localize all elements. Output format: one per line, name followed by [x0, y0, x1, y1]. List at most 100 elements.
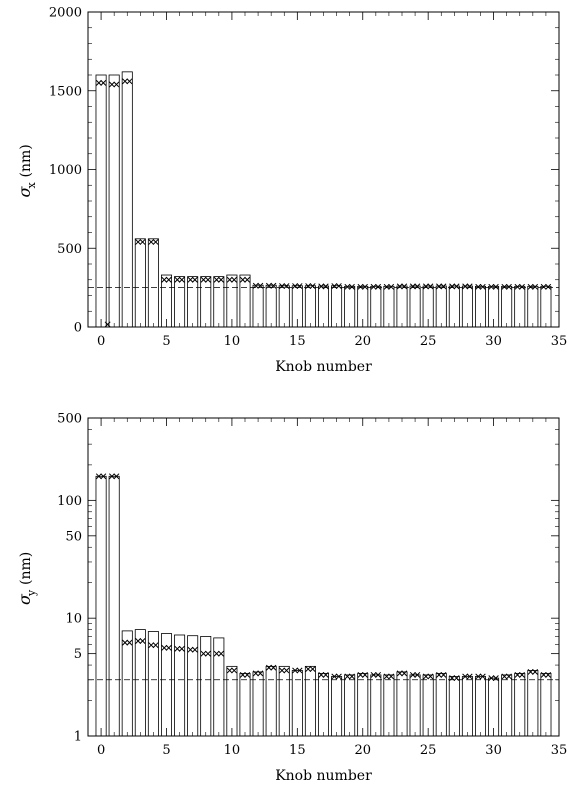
- data-marker: [178, 276, 185, 283]
- data-marker: [501, 283, 508, 290]
- bar: [134, 238, 146, 328]
- bar: [304, 665, 316, 737]
- sigma-x-ticks: 0 5 10 15 20 25 30 35 0 500 1000 1500 2000: [49, 6, 567, 350]
- data-marker: [165, 644, 172, 651]
- bar: [435, 672, 447, 737]
- data-marker: [335, 673, 342, 680]
- bar: [488, 677, 500, 737]
- x-tick-label: 0: [97, 334, 105, 349]
- data-marker: [475, 673, 482, 680]
- bar: [95, 475, 107, 737]
- data-marker: [205, 276, 211, 283]
- bar: [331, 285, 343, 328]
- y-tick-label: 5: [74, 647, 82, 662]
- data-marker: [466, 673, 473, 680]
- data-marker: [148, 642, 155, 649]
- data-marker: [213, 650, 220, 657]
- data-marker: [265, 664, 272, 671]
- x-tick-label: 20: [354, 334, 371, 349]
- data-marker: [357, 671, 364, 678]
- data-marker: [540, 671, 547, 678]
- data-marker: [383, 673, 390, 680]
- bar: [147, 238, 159, 328]
- data-marker: [305, 666, 312, 673]
- data-marker: [505, 283, 512, 290]
- data-marker: [231, 276, 238, 283]
- bar: [239, 672, 251, 737]
- sigma-y-bars: [95, 475, 552, 737]
- data-marker: [479, 673, 486, 680]
- bar: [370, 285, 382, 328]
- x-tick-label: 20: [354, 743, 371, 758]
- data-marker: [527, 668, 534, 675]
- bar: [239, 274, 251, 328]
- y-tick-label: 2000: [49, 6, 82, 21]
- data-marker: [383, 283, 390, 290]
- data-marker: [545, 283, 552, 290]
- bar: [187, 276, 199, 328]
- ylabel-unit: (nm): [18, 552, 34, 585]
- data-marker: [427, 283, 434, 290]
- bar: [448, 285, 460, 328]
- y-tick-label: 10: [65, 612, 82, 627]
- data-marker: [370, 671, 377, 678]
- data-marker: [126, 78, 133, 85]
- data-marker: [322, 283, 329, 290]
- data-marker: [422, 283, 429, 290]
- y-tick-label: 1000: [49, 163, 82, 178]
- y-tick-label: 50: [65, 529, 82, 544]
- bar: [134, 629, 146, 737]
- sigma-x-xlabel: Knob number: [275, 359, 372, 375]
- data-marker: [488, 283, 495, 290]
- data-marker: [440, 283, 447, 290]
- bar: [461, 285, 473, 328]
- data-marker: [279, 667, 285, 674]
- data-marker: [414, 283, 421, 290]
- data-marker: [388, 673, 395, 680]
- data-marker: [135, 238, 142, 245]
- bar: [501, 285, 513, 328]
- bar: [409, 285, 421, 328]
- data-marker: [283, 667, 290, 674]
- bar: [265, 665, 277, 737]
- data-marker: [362, 283, 368, 290]
- data-marker: [113, 473, 120, 480]
- bar: [383, 285, 395, 328]
- data-marker: [226, 667, 233, 674]
- data-marker: [270, 664, 277, 671]
- x-tick-label: 15: [289, 334, 306, 349]
- data-marker: [174, 276, 181, 283]
- bar: [422, 674, 434, 737]
- bar: [540, 285, 552, 328]
- bar: [344, 674, 356, 737]
- bar: [317, 672, 329, 737]
- ylabel-subscript: x: [25, 182, 38, 189]
- bar: [252, 284, 264, 328]
- bar: [383, 674, 395, 737]
- data-marker: [165, 276, 172, 283]
- x-tick-label: 35: [551, 743, 568, 758]
- ylabel-symbol: σ: [15, 186, 34, 198]
- data-marker: [453, 283, 460, 290]
- data-marker: [200, 650, 207, 657]
- x-tick-label: 5: [162, 743, 170, 758]
- x-tick-label: 30: [485, 334, 502, 349]
- data-marker: [344, 673, 351, 680]
- bar: [226, 665, 238, 737]
- data-marker: [205, 650, 211, 657]
- data-marker: [388, 283, 395, 290]
- data-marker: [187, 276, 194, 283]
- data-marker: [152, 238, 159, 245]
- data-marker: [126, 639, 133, 646]
- data-marker: [213, 276, 220, 283]
- sigma-y-markers: [95, 473, 552, 682]
- data-marker: [318, 671, 325, 678]
- bar: [331, 676, 343, 737]
- data-marker: [113, 81, 120, 88]
- bar: [357, 672, 369, 737]
- data-marker: [532, 283, 539, 290]
- bar: [527, 670, 539, 737]
- data-marker: [514, 671, 521, 678]
- bar: [213, 276, 225, 328]
